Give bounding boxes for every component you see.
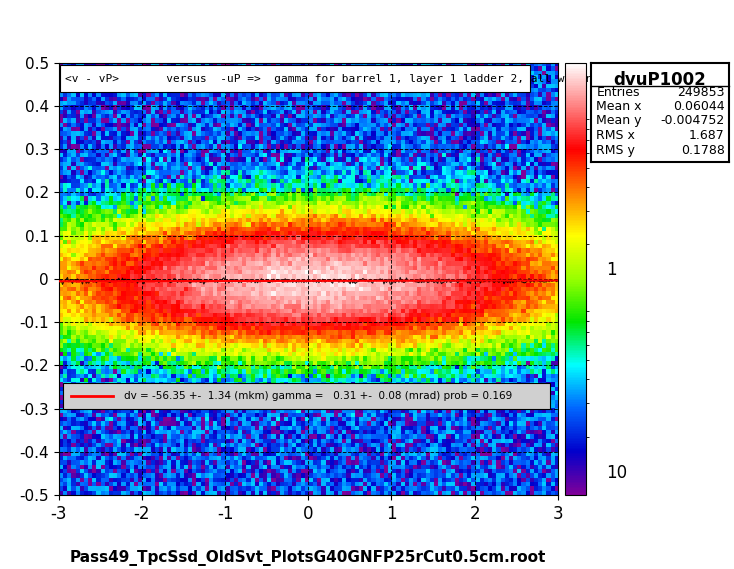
Text: dv = -56.35 +-  1.34 (mkm) gamma =   0.31 +-  0.08 (mrad) prob = 0.169: dv = -56.35 +- 1.34 (mkm) gamma = 0.31 +… xyxy=(123,391,512,401)
Text: 249853: 249853 xyxy=(677,86,724,100)
Text: -0.004752: -0.004752 xyxy=(661,114,724,127)
Text: 10: 10 xyxy=(606,464,628,482)
Text: 0.1788: 0.1788 xyxy=(681,144,724,157)
Text: Pass49_TpcSsd_OldSvt_PlotsG40GNFP25rCut0.5cm.root: Pass49_TpcSsd_OldSvt_PlotsG40GNFP25rCut0… xyxy=(70,550,547,566)
Text: dvuP1002: dvuP1002 xyxy=(614,71,706,89)
Text: Mean y: Mean y xyxy=(597,114,642,127)
Text: Mean x: Mean x xyxy=(597,100,642,113)
Bar xyxy=(60,65,531,92)
Text: 10: 10 xyxy=(606,76,628,93)
Text: Entries: Entries xyxy=(597,86,640,100)
Text: 1: 1 xyxy=(606,261,617,279)
Text: RMS x: RMS x xyxy=(597,129,635,142)
Text: RMS y: RMS y xyxy=(597,144,635,157)
Text: <v - vP>       versus  -uP =>  gamma for barrel 1, layer 1 ladder 2, all wafers: <v - vP> versus -uP => gamma for barrel … xyxy=(65,73,599,84)
Bar xyxy=(63,384,550,409)
Text: 0.06044: 0.06044 xyxy=(673,100,724,113)
Text: 1.687: 1.687 xyxy=(689,129,724,142)
